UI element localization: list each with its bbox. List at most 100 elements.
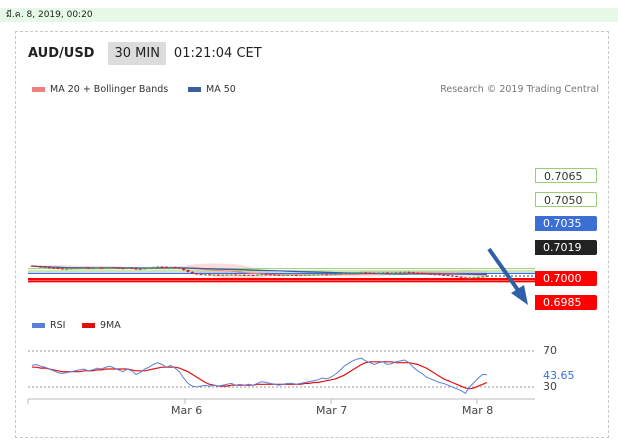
candle-body	[151, 267, 155, 269]
candle-body	[112, 267, 116, 269]
candle-body	[182, 268, 186, 271]
candle-body	[91, 268, 95, 270]
candle-body	[34, 266, 38, 268]
legend-ma50: MA 50	[188, 84, 236, 95]
candle-body	[329, 274, 333, 276]
candle-body	[325, 274, 329, 276]
forecast-arrow	[487, 247, 522, 295]
candle-body	[286, 275, 290, 276]
candle-body	[351, 272, 355, 274]
legend-rsi-ma: 9MA	[82, 320, 121, 331]
legend-ma20: MA 20 + Bollinger Bands	[32, 84, 168, 95]
candle-body	[450, 275, 454, 277]
candle-body	[290, 275, 294, 276]
candle-body	[377, 272, 381, 274]
rsi-tick-70: 70	[543, 344, 557, 357]
candle-body	[82, 267, 86, 269]
legend-ma20-label: MA 20 + Bollinger Bands	[50, 84, 169, 95]
candle-body	[203, 274, 207, 276]
candle-body	[281, 275, 285, 277]
candle-body	[476, 276, 480, 278]
candle-body	[69, 268, 73, 270]
candle-body	[459, 276, 463, 278]
chart-frame	[15, 31, 609, 438]
candle-body	[134, 268, 138, 270]
candle-body	[221, 274, 225, 276]
candle-body	[485, 275, 489, 277]
candle-body	[225, 274, 229, 276]
legend-rsi-ma-label: 9MA	[100, 320, 121, 331]
legend-rsi-label: RSI	[50, 320, 66, 331]
candle-body	[65, 268, 69, 270]
level-label-3: 0.7019	[535, 240, 597, 255]
candle-body	[342, 273, 346, 275]
candle-body	[199, 274, 203, 276]
candle-body	[125, 267, 129, 269]
chart-header: AUD/USD 30 MIN 01:21:04 CET	[28, 40, 262, 66]
candle-body	[130, 267, 134, 269]
candle-body	[429, 273, 433, 275]
candle-body	[312, 274, 316, 276]
candle-body	[60, 268, 64, 270]
forecast-arrowhead	[511, 285, 528, 305]
candle-body	[216, 274, 220, 276]
candle-body	[251, 275, 255, 276]
candle-body	[381, 272, 385, 274]
candle-body	[212, 274, 216, 276]
candle-body	[316, 274, 320, 276]
candle-body	[433, 274, 437, 276]
timeframe-button[interactable]: 30 MIN	[108, 41, 166, 65]
candle-body	[333, 274, 337, 276]
candle-body	[385, 272, 389, 274]
candle-body	[229, 274, 233, 276]
candle-body	[39, 266, 43, 268]
rsi-tick-30: 30	[543, 380, 557, 393]
rsi-ma-swatch	[82, 323, 95, 328]
candle-body	[455, 276, 459, 278]
candle-body	[208, 274, 212, 276]
ma50-line	[31, 265, 488, 275]
candle-body	[294, 275, 298, 276]
candle-body	[160, 266, 164, 268]
candle-body	[56, 267, 60, 269]
candle-body	[446, 275, 450, 277]
candle-body	[108, 267, 112, 269]
candle-body	[234, 274, 238, 276]
candle-body	[338, 273, 342, 275]
candle-body	[264, 274, 268, 276]
candle-body	[121, 268, 125, 270]
candle-body	[195, 273, 199, 275]
candle-body	[95, 267, 99, 269]
candle-body	[73, 268, 77, 270]
candle-body	[416, 272, 420, 274]
x-tick-0: Mar 6	[171, 404, 203, 417]
candle-body	[307, 274, 311, 276]
candle-body	[394, 272, 398, 274]
candle-body	[437, 274, 441, 276]
rsi-current-value: 43.65	[543, 369, 575, 382]
candle-body	[43, 266, 47, 268]
research-credit: Research © 2019 Trading Central	[440, 84, 599, 95]
level-label-4: 0.7000	[535, 271, 597, 286]
bollinger-band	[32, 263, 487, 280]
time-label: 01:21:04 CET	[173, 45, 262, 61]
candle-body	[407, 271, 411, 273]
candle-body	[468, 277, 472, 279]
candle-body	[30, 265, 34, 267]
candle-body	[424, 273, 428, 275]
legend-ma50-label: MA 50	[206, 84, 236, 95]
candle-body	[255, 274, 259, 276]
candle-body	[177, 267, 181, 269]
candle-body	[355, 272, 359, 274]
candle-body	[117, 267, 121, 269]
legend-rsi: RSI	[32, 320, 65, 331]
candle-body	[463, 277, 467, 279]
candle-body	[372, 272, 376, 274]
candle-body	[143, 268, 147, 270]
candle-body	[303, 275, 307, 276]
candle-body	[242, 274, 246, 276]
ma50-swatch	[188, 87, 201, 92]
ma20-swatch	[32, 87, 45, 92]
level-label-2: 0.7035	[535, 216, 597, 231]
